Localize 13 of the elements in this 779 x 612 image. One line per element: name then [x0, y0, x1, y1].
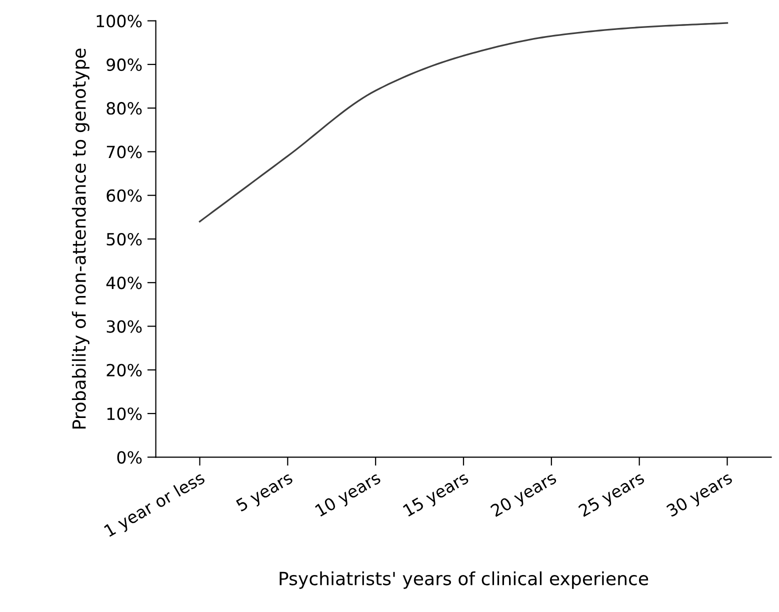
x-axis-title: Psychiatrists' years of clinical experience	[280, 571, 648, 589]
y-tick-label: 100%	[96, 14, 142, 28]
y-tick-label: 50%	[106, 232, 142, 246]
y-tick-label: 80%	[106, 102, 142, 115]
y-tick-label: 20%	[106, 364, 142, 376]
y-tick-label: 0%	[117, 451, 142, 464]
y-tick-label: 40%	[106, 276, 142, 290]
y-tick-label: 70%	[106, 146, 142, 158]
y-tick-label: 10%	[107, 407, 142, 420]
y-tick-label: 90%	[106, 58, 142, 72]
y-tick-label: 30%	[106, 320, 142, 333]
y-axis-title: Probability of non-attendance to genotype	[72, 48, 90, 428]
y-tick-label: 60%	[106, 189, 142, 202]
